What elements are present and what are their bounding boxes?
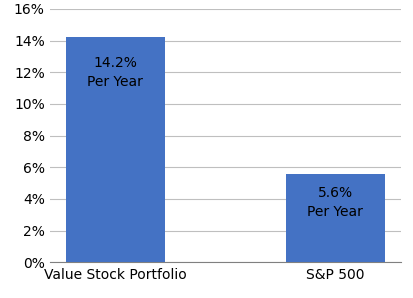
Bar [286, 173, 385, 262]
Text: 5.6%
Per Year: 5.6% Per Year [307, 186, 363, 219]
Text: 14.2%
Per Year: 14.2% Per Year [87, 56, 143, 89]
Bar [66, 38, 164, 262]
